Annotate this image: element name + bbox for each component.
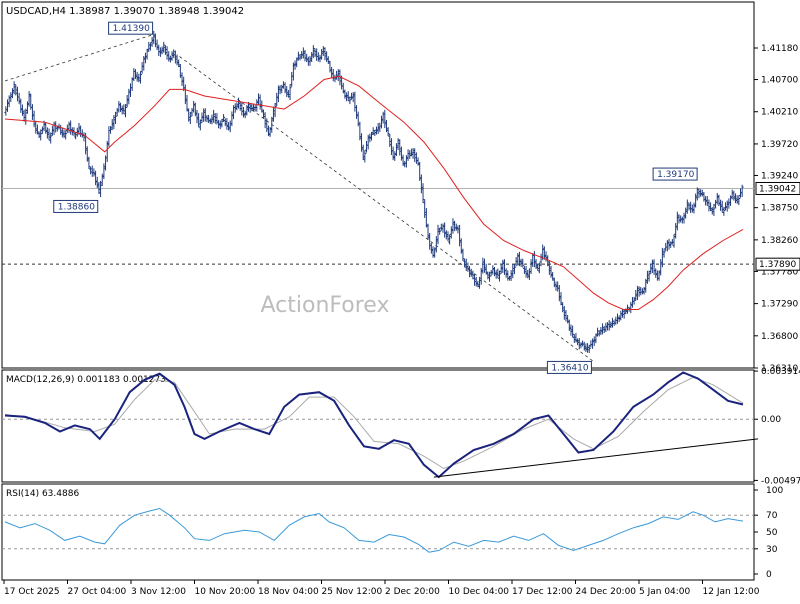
price-axis-label: 1.40700 [761, 76, 798, 86]
time-axis-label: 5 Jan 04:00 [639, 587, 691, 597]
time-axis-label: 24 Dec 20:00 [576, 587, 637, 597]
price-axis-label: 1.39720 [761, 140, 798, 150]
price-axis-label: 1.39240 [761, 171, 798, 181]
macd-title: MACD(12,26,9) 0.001183 0.001273 [6, 375, 166, 385]
time-axis-label: 17 Dec 12:00 [512, 587, 573, 597]
time-axis-label: 18 Nov 04:00 [258, 587, 319, 597]
price-axis-label: 1.40210 [761, 108, 798, 118]
rsi-title: RSI(14) 63.4886 [6, 489, 79, 499]
price-axis-label: 1.41180 [761, 44, 798, 54]
time-axis-label: 3 Nov 12:00 [131, 587, 186, 597]
price-axis-label: 1.36310 [761, 364, 798, 374]
time-axis-label: 10 Dec 04:00 [449, 587, 510, 597]
macd-panel-frame [1, 369, 755, 483]
time-axis-label: 10 Nov 20:00 [195, 587, 256, 597]
rsi-axis-label: 50 [766, 528, 778, 538]
support-level-label: 1.37890 [759, 260, 796, 270]
current-price-label: 1.39042 [759, 184, 796, 194]
price-annotation-box [652, 167, 698, 181]
macd-line [4, 371, 744, 479]
time-axis-label: 17 Oct 2025 [4, 587, 60, 597]
price-axis-label: 1.37780 [761, 267, 798, 277]
rsi-axis-label: 30 [766, 545, 778, 555]
macd-signal-line [4, 376, 744, 470]
macd-axis-label: 0.003914 [761, 367, 800, 377]
price-annotation: 1.41390 [113, 24, 150, 34]
rsi-panel-frame [1, 483, 755, 581]
macd-axis-label: -0.00497 [761, 476, 800, 486]
price-annotation-box [53, 199, 99, 213]
chart-header: USDCAD,H4 1.38987 1.39070 1.38948 1.3904… [6, 6, 244, 17]
current-price-box [755, 181, 800, 195]
rsi-axis-label: 100 [766, 486, 783, 496]
price-annotation: 1.38860 [58, 202, 95, 212]
price-axis-label: 1.36800 [761, 332, 798, 342]
time-axis-label: 12 Jan 12:00 [703, 587, 760, 597]
moving-average-line [4, 75, 744, 310]
price-annotation: 1.39170 [657, 170, 694, 180]
price-annotation: 1.36410 [551, 363, 588, 373]
time-axis-label: 25 Nov 12:00 [322, 587, 383, 597]
watermark: ActionForex [261, 293, 390, 318]
support-level-box [755, 257, 800, 271]
rsi-axis-label: 70 [766, 511, 778, 521]
macd-axis-label: 0.00 [761, 415, 781, 425]
price-annotation-box [108, 21, 154, 35]
price-axis-label: 1.37290 [761, 300, 798, 310]
macd-trendline [433, 438, 759, 478]
dashed-trendline [4, 33, 155, 82]
price-axis-label: 1.38750 [761, 204, 798, 214]
price-axis-label: 1.38260 [761, 236, 798, 246]
rsi-line [4, 507, 744, 553]
time-axis-label: 27 Oct 04:00 [68, 587, 127, 597]
time-axis-label: 2 Dec 20:00 [385, 587, 440, 597]
price-annotation-box [546, 360, 592, 374]
rsi-axis-label: 0 [766, 570, 772, 580]
